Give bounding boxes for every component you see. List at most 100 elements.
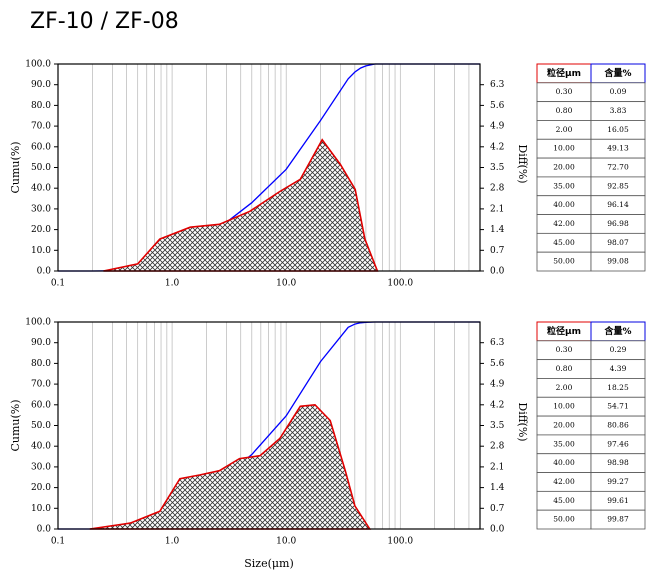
table-cell-text: 97.46	[607, 439, 629, 448]
y-tick-label: 70.0	[31, 380, 51, 390]
y-tick-label: 40.0	[31, 184, 51, 194]
table-cell	[590, 251, 646, 272]
table-cell-text: 98.98	[607, 458, 629, 467]
y-tick-label: 100.0	[25, 60, 51, 70]
table-cell-text: 50.00	[553, 257, 575, 266]
table-cell-text: 80.86	[607, 421, 629, 430]
y-tick-label: 40.0	[31, 442, 51, 452]
table-cell-text: 4.39	[610, 364, 627, 373]
diff-area	[103, 138, 379, 272]
y2-tick-label: 2.1	[490, 462, 504, 472]
table-cell-text: 0.29	[610, 345, 627, 354]
y2-tick-label: 4.9	[490, 380, 505, 390]
table-cell-text: 20.00	[553, 163, 575, 172]
table-cell-text: 40.00	[553, 458, 575, 467]
x-axis-label: Size(μm)	[244, 557, 294, 570]
table-cell-text: 72.70	[607, 163, 629, 172]
y2-tick-label: 5.6	[490, 101, 505, 111]
y2-tick-label: 3.5	[490, 421, 505, 431]
y-axis-label: Cumu(%)	[9, 141, 22, 193]
table-cell-text: 2.00	[556, 125, 573, 134]
plot-frame	[57, 63, 481, 272]
table-cell-text: 49.13	[607, 144, 629, 153]
table-cell-text: 99.08	[607, 257, 629, 266]
table-header: 粒径μm	[547, 325, 581, 337]
y2-tick-label: 0.0	[490, 525, 505, 535]
x-tick-label: 100.0	[387, 537, 413, 547]
table-cell-text: 35.00	[553, 439, 575, 448]
table-cell-text: 10.00	[553, 144, 575, 153]
y2-tick-label: 1.4	[490, 483, 505, 493]
y2-tick-label: 4.9	[490, 122, 505, 132]
y-tick-label: 30.0	[31, 462, 51, 472]
y-tick-label: 90.0	[31, 80, 51, 90]
table-cell-text: 20.00	[553, 421, 575, 430]
y2-tick-label: 2.8	[490, 442, 505, 452]
table-cell-text: 18.25	[607, 383, 629, 392]
table-cell-text: 45.00	[553, 238, 575, 247]
y-tick-label: 50.0	[31, 421, 51, 431]
y2-tick-label: 3.5	[490, 163, 505, 173]
y-tick-label: 0.0	[37, 525, 52, 535]
table-cell-text: 42.00	[553, 219, 575, 228]
table-cell-text: 0.09	[610, 87, 627, 96]
y2-tick-label: 0.0	[490, 267, 505, 277]
diff-area	[89, 403, 372, 530]
y-tick-label: 20.0	[31, 483, 51, 493]
y2-tick-label: 6.3	[490, 80, 505, 90]
y-tick-label: 20.0	[31, 225, 51, 235]
table-cell-text: 16.05	[607, 125, 629, 134]
y-tick-label: 90.0	[31, 338, 51, 348]
table-cell-text: 0.30	[556, 87, 573, 96]
x-tick-label: 10.0	[276, 279, 296, 289]
y-tick-label: 0.0	[37, 267, 52, 277]
table-cell-text: 96.14	[607, 200, 629, 209]
table-header: 含量%	[603, 325, 631, 337]
table-cell-text: 99.27	[607, 477, 629, 486]
y-tick-label: 80.0	[31, 359, 51, 369]
y-axis-label: Cumu(%)	[9, 399, 22, 451]
table-cell-text: 99.61	[607, 496, 628, 505]
table-cell-text: 50.00	[553, 515, 575, 524]
y2-tick-label: 5.6	[490, 359, 505, 369]
table-cell-text: 0.80	[556, 364, 573, 373]
table-cell-text: 54.71	[607, 402, 628, 411]
y2-axis-label: Diff(%)	[516, 144, 529, 183]
table-cell-text: 3.83	[610, 106, 627, 115]
x-tick-label: 10.0	[276, 537, 296, 547]
y-tick-label: 100.0	[25, 318, 51, 328]
table-cell-text: 99.87	[607, 515, 629, 524]
table-cell-text: 96.98	[607, 219, 629, 228]
y2-tick-label: 0.7	[490, 504, 505, 514]
x-tick-label: 1.0	[165, 537, 180, 547]
y2-tick-label: 4.2	[490, 142, 504, 152]
y2-tick-label: 4.2	[490, 400, 504, 410]
y-tick-label: 70.0	[31, 122, 51, 132]
table-header: 粒径μm	[547, 67, 581, 79]
table-cell-text: 40.00	[553, 200, 575, 209]
page-title: ZF-10 / ZF-08	[30, 9, 179, 34]
y2-tick-label: 2.8	[490, 184, 505, 194]
x-tick-label: 0.1	[51, 537, 65, 547]
x-tick-label: 100.0	[387, 279, 413, 289]
y2-tick-label: 1.4	[490, 225, 505, 235]
y2-tick-label: 6.3	[490, 338, 505, 348]
x-tick-label: 0.1	[51, 279, 65, 289]
y-tick-label: 60.0	[31, 400, 51, 410]
y-tick-label: 10.0	[31, 246, 51, 256]
table-cell-text: 42.00	[553, 477, 575, 486]
table-cell-text: 92.85	[607, 181, 629, 190]
y2-tick-label: 2.1	[490, 204, 504, 214]
y2-tick-label: 0.7	[490, 246, 505, 256]
table-header: 含量%	[603, 67, 631, 79]
y-tick-label: 10.0	[31, 504, 51, 514]
table-cell-text: 2.00	[556, 383, 573, 392]
table-cell-text: 0.80	[556, 106, 573, 115]
y2-axis-label: Diff(%)	[516, 402, 529, 441]
table-cell-text: 45.00	[553, 496, 575, 505]
table-cell-text: 10.00	[553, 402, 575, 411]
plot-frame	[57, 321, 481, 530]
y-tick-label: 30.0	[31, 204, 51, 214]
table-cell	[590, 509, 646, 530]
